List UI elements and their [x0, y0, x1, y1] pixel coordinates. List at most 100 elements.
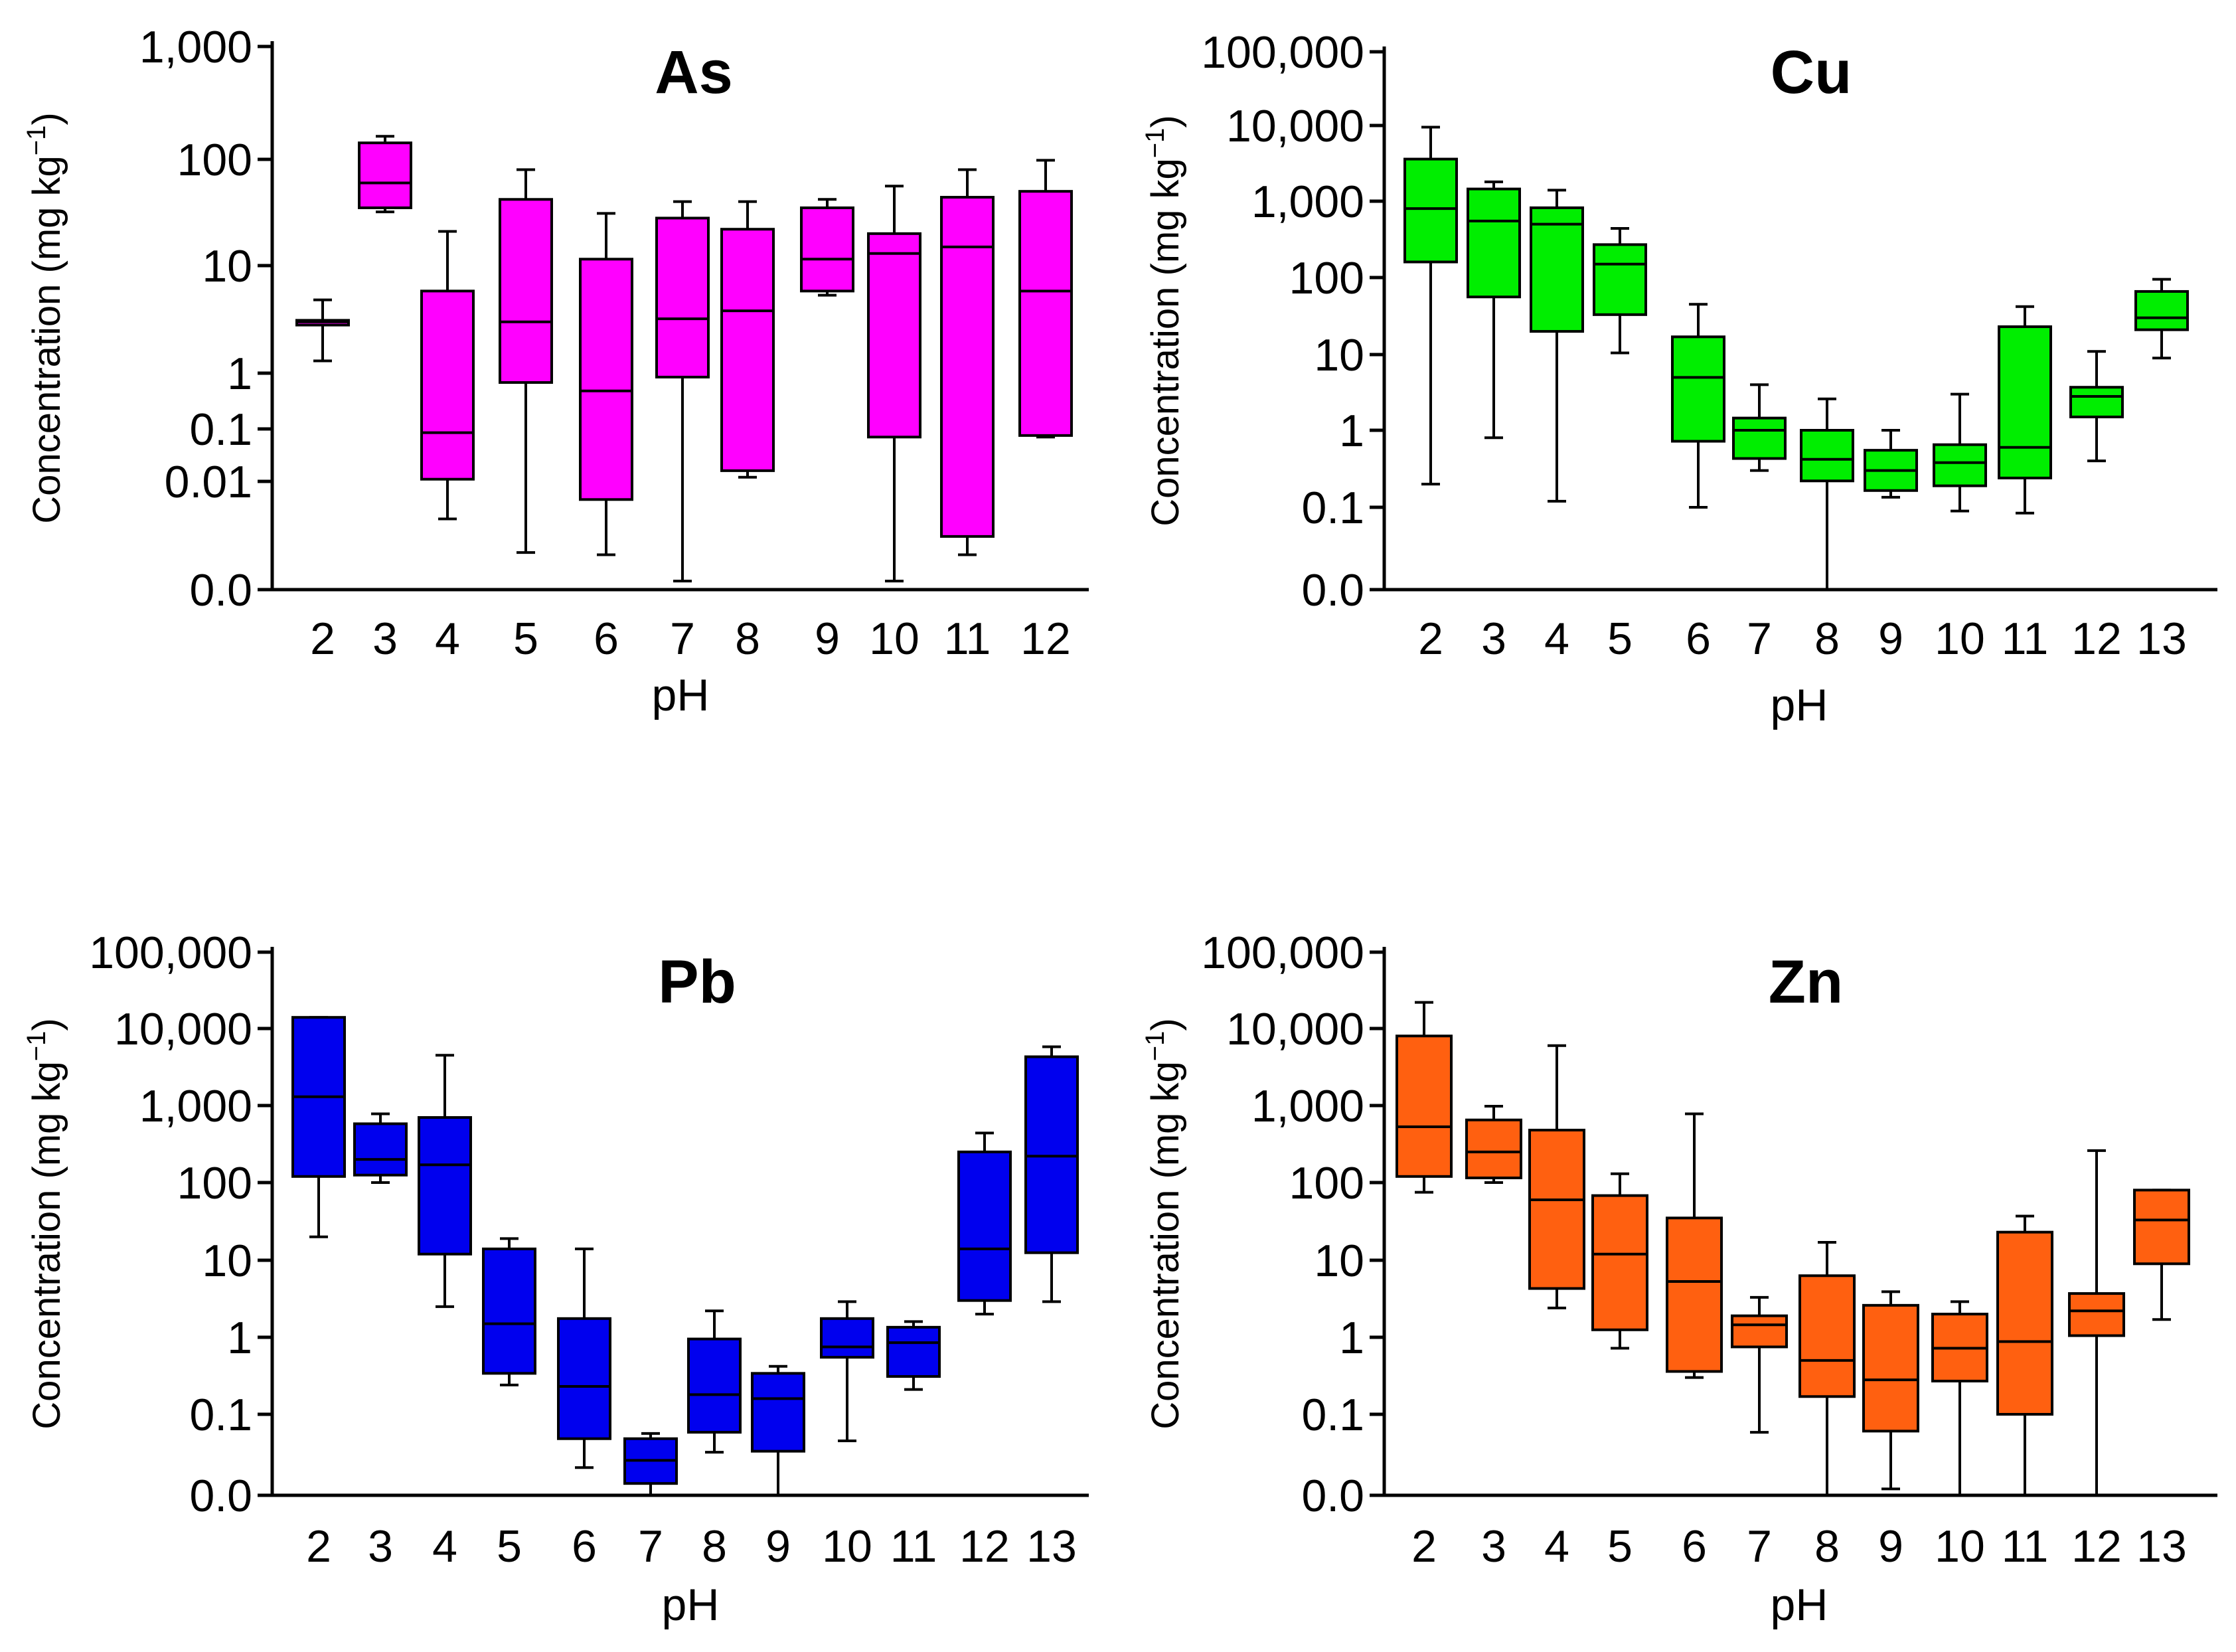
x-tick-label: 12	[1020, 614, 1071, 664]
y-axis-title: Concentration (mg kg−1)	[22, 1018, 68, 1429]
x-axis-title: pH	[1771, 680, 1828, 730]
x-tick-label: 6	[572, 1521, 597, 1572]
box-ph-11	[1998, 305, 2052, 515]
y-tick-label: 1,000	[139, 22, 252, 72]
y-tick-label: 100	[1289, 1158, 1364, 1208]
box-ph-7	[1732, 383, 1787, 472]
iqr-box	[1798, 1274, 1856, 1398]
y-tick-label: 1,000	[1251, 177, 1364, 227]
box-ph-9	[800, 198, 854, 297]
x-tick-label: 8	[702, 1521, 727, 1572]
y-axis-title: Concentration (mg kg−1)	[1141, 1018, 1187, 1429]
iqr-box	[579, 258, 633, 501]
x-tick-label: 4	[435, 614, 460, 664]
iqr-box	[557, 1317, 611, 1440]
box-ph-3	[1467, 180, 1521, 440]
x-tick-label: 12	[959, 1521, 1010, 1572]
x-tick-label: 9	[765, 1521, 791, 1572]
iqr-box	[957, 1150, 1012, 1302]
y-tick-label: 10	[202, 1236, 252, 1286]
y-tick-label: 100,000	[1201, 928, 1364, 978]
iqr-box	[1591, 1194, 1648, 1331]
x-tick-label: 6	[1686, 614, 1711, 664]
iqr-box	[1593, 243, 1647, 316]
x-tick-label: 3	[368, 1521, 393, 1572]
box-ph-4	[420, 230, 475, 521]
iqr-box	[1403, 157, 1458, 264]
y-tick-label: 0.0	[1301, 565, 1364, 616]
iqr-box	[2133, 1189, 2190, 1266]
x-tick-label: 12	[2071, 1521, 2122, 1572]
y-tick-label: 100,000	[89, 928, 252, 978]
iqr-box	[940, 196, 995, 538]
x-tick-label: 13	[1026, 1521, 1077, 1572]
iqr-box	[420, 289, 475, 481]
box-ph-11	[1996, 1214, 2053, 1497]
x-tick-label: 3	[1481, 1521, 1506, 1572]
box-ph-2	[1403, 125, 1458, 486]
x-tick-label: 2	[310, 614, 335, 664]
box-ph-2	[295, 298, 350, 363]
box-ph-12	[957, 1131, 1012, 1316]
box-ph-6	[579, 212, 633, 556]
box-ph-8	[1798, 1241, 1856, 1497]
x-tick-label: 9	[1878, 614, 1903, 664]
x-axis-title: pH	[652, 670, 710, 720]
box-ph-3	[353, 1112, 408, 1184]
box-ph-5	[1593, 227, 1647, 355]
x-tick-label: 4	[432, 1521, 457, 1572]
y-axis-title: Concentration (mg kg−1)	[1141, 115, 1187, 526]
y-tick-label: 0.0	[1301, 1471, 1364, 1521]
box-ph-7	[1731, 1295, 1788, 1434]
box-ph-6	[1666, 1112, 1723, 1379]
box-ph-9	[751, 1364, 805, 1497]
box-ph-12	[2068, 1149, 2125, 1497]
y-tick-label: 0.1	[189, 404, 252, 455]
iqr-box	[1800, 429, 1854, 483]
y-tick-label: 1	[1339, 406, 1364, 456]
x-tick-label: 9	[1878, 1521, 1903, 1572]
y-tick-label: 0.0	[189, 1471, 252, 1521]
y-tick-label: 1	[227, 349, 252, 399]
y-tick-label: 100	[177, 1158, 252, 1208]
x-tick-label: 8	[735, 614, 760, 664]
x-tick-label: 12	[2071, 614, 2122, 664]
iqr-box	[820, 1317, 874, 1359]
y-tick-label: 10	[1314, 1236, 1364, 1286]
box-ph-2	[1396, 1001, 1453, 1194]
iqr-box	[1530, 206, 1584, 333]
x-tick-label: 10	[822, 1521, 872, 1572]
y-tick-label: 1	[1339, 1313, 1364, 1363]
y-tick-label: 10	[202, 241, 252, 291]
box-ph-13	[2133, 1189, 2190, 1321]
box-ph-10	[820, 1300, 874, 1443]
iqr-box	[2069, 386, 2124, 418]
x-tick-label: 11	[944, 614, 991, 664]
x-tick-label: 3	[372, 614, 398, 664]
iqr-box	[886, 1325, 941, 1378]
box-ph-6	[1671, 303, 1725, 509]
y-tick-label: 100,000	[1201, 27, 1364, 78]
x-tick-label: 9	[815, 614, 840, 664]
box-ph-10	[1933, 392, 1987, 513]
x-tick-label: 10	[1935, 614, 1985, 664]
x-tick-label: 11	[2002, 1521, 2049, 1572]
iqr-box	[1528, 1128, 1585, 1290]
x-tick-label: 7	[1747, 614, 1772, 664]
y-tick-label: 0.1	[189, 1390, 252, 1440]
box-ph-4	[1528, 1044, 1585, 1309]
iqr-box	[800, 206, 854, 293]
iqr-box	[1396, 1034, 1453, 1178]
x-tick-label: 5	[1607, 1521, 1633, 1572]
x-tick-label: 8	[1814, 1521, 1840, 1572]
box-ph-8	[720, 200, 775, 479]
box-ph-13	[1024, 1045, 1079, 1303]
box-ph-5	[499, 168, 553, 554]
chart-panel-as: 1,000 100 10 10.10.01 0.0 2 3 4 5 6 7 8 9 10 11 12 As pH C…	[22, 22, 1089, 720]
chart-title: Pb	[658, 948, 736, 1016]
chart-panel-cu: 100,000 10,000 1,000 100 10 1 0.1 0.0 2 3 4 5 6 7 8 9 10…	[1141, 27, 2217, 730]
iqr-box	[1467, 187, 1521, 299]
box-ph-10	[1931, 1300, 1988, 1497]
x-tick-label: 10	[869, 614, 919, 664]
box-ph-3	[358, 135, 412, 214]
